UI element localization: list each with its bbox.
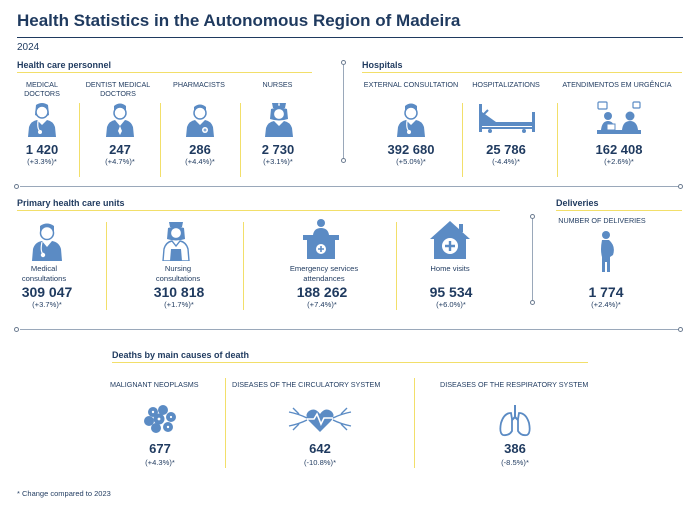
hospitals-divider — [462, 103, 463, 177]
primary-divider — [243, 222, 244, 310]
hospital-change-hospitalizations: (-4.4%)* — [492, 157, 520, 166]
separator-dot — [341, 60, 346, 65]
primary-value-medical: 309 047 — [21, 284, 73, 300]
section-heading-deaths: Deaths by main causes of death — [112, 350, 250, 360]
personnel-change-pharmacists: (+4.4%)* — [185, 157, 215, 166]
personnel-label-pharmacists: PHARMACISTS — [173, 80, 225, 89]
hospital-value-urgencia: 162 408 — [595, 142, 643, 157]
hospital-label-urgencia: ATENDIMENTOS EM URGÊNCIA — [562, 80, 672, 89]
primary-change-nursing: (+1.7%)* — [164, 300, 194, 309]
personnel-value-doctors: 1 420 — [25, 142, 59, 157]
death-value-circulatory: 642 — [309, 441, 331, 456]
external-consultation-icon — [397, 103, 425, 137]
personnel-change-doctors: (+3.3%)* — [27, 157, 57, 166]
primary-change-medical: (+3.7%)* — [32, 300, 62, 309]
neoplasm-icon — [144, 405, 176, 433]
separator-dot — [678, 184, 683, 189]
deliveries-label: NUMBER OF DELIVERIES — [558, 216, 646, 225]
hospital-bed-icon — [479, 104, 535, 133]
section-separator — [532, 218, 533, 302]
personnel-change-nurses: (+3.1%)* — [263, 157, 293, 166]
deaths-underline — [112, 362, 588, 363]
primary-change-home: (+6.0%)* — [436, 300, 466, 309]
nurse-icon — [265, 103, 293, 137]
death-change-respiratory: (-8.5%)* — [501, 458, 529, 467]
heart-circulatory-icon — [288, 407, 352, 432]
section-heading-deliveries: Deliveries — [556, 198, 599, 208]
nursing-consultation-icon — [162, 222, 190, 261]
page-title: Health Statistics in the Autonomous Regi… — [17, 11, 461, 30]
personnel-label-nurses: NURSES — [262, 80, 293, 89]
death-value-neoplasms: 677 — [149, 441, 171, 456]
personnel-divider — [79, 103, 80, 177]
primary-underline — [17, 210, 500, 211]
deliveries-underline — [556, 210, 682, 211]
year-label: 2024 — [17, 42, 40, 53]
emergency-attendance-icon — [597, 101, 641, 134]
personnel-value-nurses: 2 730 — [261, 142, 295, 157]
personnel-label-dentists: DENTIST MEDICAL DOCTORS — [85, 80, 151, 98]
death-value-respiratory: 386 — [504, 441, 526, 456]
deliveries-value: 1 774 — [588, 284, 624, 300]
primary-divider — [106, 222, 107, 310]
death-change-neoplasms: (+4.3%)* — [145, 458, 175, 467]
separator-dot — [530, 214, 535, 219]
title-rule — [17, 37, 683, 38]
emergency-services-icon — [303, 219, 339, 259]
death-label-neoplasms: MALIGNANT NEOPLASMS — [110, 380, 199, 389]
death-change-circulatory: (-10.8%)* — [303, 458, 337, 467]
deaths-divider — [225, 378, 226, 468]
hospital-change-urgencia: (+2.6%)* — [604, 157, 634, 166]
deliveries-change: (+2.4%)* — [591, 300, 621, 309]
doctor-icon — [28, 103, 56, 137]
primary-label-emergency: Emergency services attendances — [289, 264, 359, 283]
lungs-icon — [499, 405, 531, 437]
row-separator — [20, 186, 680, 187]
hospital-change-external: (+5.0%)* — [396, 157, 426, 166]
personnel-value-dentists: 247 — [109, 142, 131, 157]
separator-dot — [341, 158, 346, 163]
pregnant-woman-icon — [601, 231, 614, 272]
personnel-divider — [160, 103, 161, 177]
hospitals-underline — [362, 72, 682, 73]
deaths-divider — [414, 378, 415, 468]
separator-dot — [678, 327, 683, 332]
primary-label-nursing: Nursing consultations — [155, 264, 201, 283]
pharmacist-icon — [186, 104, 214, 137]
hospitals-divider — [557, 103, 558, 177]
primary-value-home: 95 534 — [429, 284, 473, 300]
personnel-value-pharmacists: 286 — [189, 142, 211, 157]
death-label-respiratory: DISEASES OF THE RESPIRATORY SYSTEM — [440, 380, 589, 389]
separator-dot — [14, 327, 19, 332]
personnel-underline — [17, 72, 312, 73]
hospital-label-external: EXTERNAL CONSULTATION — [363, 80, 459, 89]
personnel-label-doctors: MEDICAL DOCTORS — [24, 80, 60, 98]
primary-divider — [396, 222, 397, 310]
section-heading-hospitals: Hospitals — [362, 60, 403, 70]
hospital-value-hospitalizations: 25 786 — [486, 142, 526, 157]
row-separator — [20, 329, 680, 330]
primary-value-emergency: 188 262 — [296, 284, 348, 300]
primary-label-medical: Medical consultations — [21, 264, 67, 283]
section-heading-personnel: Health care personnel — [17, 60, 112, 70]
dentist-icon — [106, 103, 134, 137]
personnel-change-dentists: (+4.7%)* — [105, 157, 135, 166]
primary-change-emergency: (+7.4%)* — [307, 300, 337, 309]
primary-value-nursing: 310 818 — [153, 284, 205, 300]
footnote: * Change compared to 2023 — [17, 489, 111, 498]
separator-dot — [530, 300, 535, 305]
primary-label-home: Home visits — [430, 264, 470, 273]
death-label-circulatory: DISEASES OF THE CIRCULATORY SYSTEM — [232, 380, 381, 389]
section-heading-primary: Primary health care units — [17, 198, 125, 208]
hospital-value-external: 392 680 — [387, 142, 435, 157]
separator-dot — [14, 184, 19, 189]
hospital-label-hospitalizations: HOSPITALIZATIONS — [472, 80, 540, 89]
home-visit-icon — [430, 221, 470, 259]
personnel-divider — [240, 103, 241, 177]
section-separator — [343, 65, 344, 160]
medical-consultation-icon — [32, 223, 62, 261]
